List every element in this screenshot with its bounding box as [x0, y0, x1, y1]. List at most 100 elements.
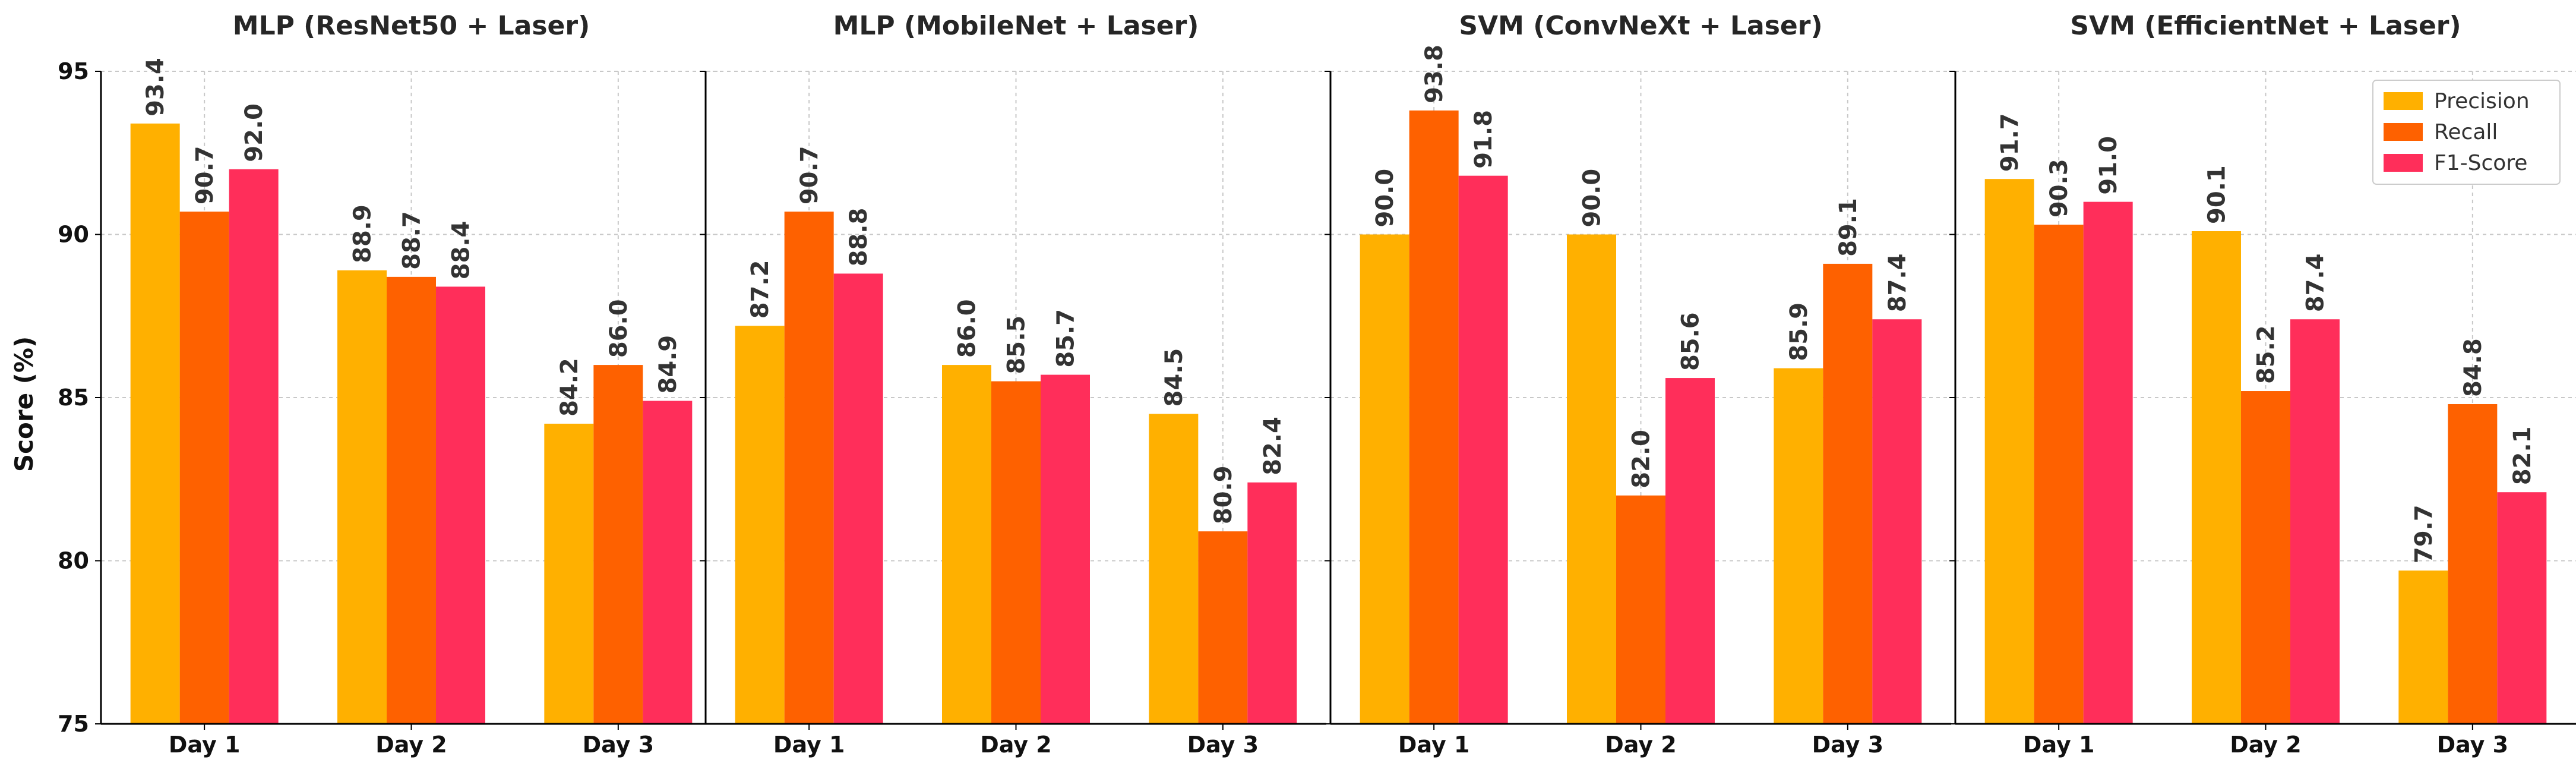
data-label: 90.1: [2204, 165, 2231, 224]
bar-precision: [337, 270, 387, 724]
legend-label-recall: Recall: [2434, 120, 2498, 144]
data-label: 90.7: [191, 146, 219, 204]
panel-2: MLP (MobileNet + Laser) Day 1 87.2 90.7 88.8…: [700, 11, 1326, 758]
data-label: 86.0: [605, 299, 633, 358]
data-label: 85.7: [1052, 309, 1080, 368]
x-tick-label: Day 1: [1398, 732, 1469, 758]
bar-precision: [2192, 231, 2241, 724]
bar-recall: [1198, 531, 1248, 724]
data-label: 82.4: [1259, 417, 1287, 475]
data-label: 87.4: [2302, 254, 2330, 313]
x-tick-label: Day 1: [169, 732, 240, 758]
x-tick-label: Day 3: [583, 732, 654, 758]
data-label: 92.0: [241, 103, 268, 162]
panel-title: MLP (MobileNet + Laser): [833, 11, 1199, 41]
data-label: 88.4: [448, 221, 475, 280]
legend-swatch-f1-score: [2384, 154, 2423, 172]
bar-recall: [784, 212, 834, 724]
bar-recall: [1409, 110, 1459, 724]
data-label: 87.4: [1884, 254, 1911, 313]
bar-recall: [179, 212, 229, 724]
bar-f1-score: [229, 169, 279, 724]
data-label: 91.8: [1470, 110, 1497, 169]
bar-precision: [1984, 179, 2034, 724]
data-label: 91.0: [2095, 136, 2122, 195]
x-tick-label: Day 2: [1605, 732, 1676, 758]
y-tick-label: 75: [58, 711, 89, 737]
bar-f1-score: [2290, 319, 2340, 724]
panel-title: SVM (EfficientNet + Laser): [2070, 11, 2461, 41]
y-tick-label: 85: [58, 385, 89, 411]
data-label: 82.1: [2509, 427, 2536, 486]
data-label: 87.2: [747, 260, 774, 319]
data-label: 88.9: [349, 204, 377, 263]
data-label: 85.5: [1003, 316, 1031, 374]
panel-title: SVM (ConvNeXt + Laser): [1459, 11, 1822, 41]
bar-precision: [130, 123, 180, 724]
y-axis-label: Score (%): [10, 336, 39, 472]
bar-precision: [1774, 368, 1823, 724]
bar-precision: [1149, 414, 1199, 724]
data-label: 84.9: [655, 335, 682, 394]
data-label: 84.5: [1161, 348, 1188, 407]
bar-precision: [544, 423, 594, 724]
bar-recall: [1823, 263, 1873, 724]
bar-precision: [942, 365, 991, 724]
bar-recall: [2034, 225, 2084, 724]
legend-label-f1-score: F1-Score: [2434, 151, 2527, 175]
bar-precision: [735, 326, 785, 724]
data-label: 80.9: [1210, 465, 1237, 524]
x-tick-label: Day 3: [1187, 732, 1259, 758]
panel-4: SVM (EfficientNet + Laser) Day 1 91.7 90.3 9…: [1949, 11, 2576, 758]
bar-f1-score: [436, 286, 485, 724]
data-label: 88.7: [399, 211, 426, 270]
x-tick-label: Day 2: [2230, 732, 2301, 758]
bar-f1-score: [1458, 175, 1508, 724]
bar-recall: [2448, 404, 2498, 724]
panel-title: MLP (ResNet50 + Laser): [233, 11, 590, 41]
x-tick-label: Day 1: [2023, 732, 2094, 758]
bar-recall: [593, 365, 643, 724]
bar-f1-score: [1041, 374, 1090, 724]
data-label: 85.2: [2253, 325, 2280, 384]
y-tick-label: 90: [58, 222, 89, 248]
x-tick-label: Day 3: [2437, 732, 2508, 758]
bar-f1-score: [1665, 378, 1715, 724]
bar-f1-score: [1872, 319, 1922, 724]
legend-swatch-recall: [2384, 123, 2423, 141]
x-tick-label: Day 1: [773, 732, 845, 758]
y-tick-label: 95: [58, 58, 89, 84]
data-label: 90.0: [1579, 169, 1606, 228]
data-label: 82.0: [1628, 430, 1655, 489]
bar-recall: [2241, 391, 2290, 724]
data-label: 90.0: [1371, 169, 1399, 228]
y-tick-label: 80: [58, 548, 89, 574]
data-label: 93.8: [1421, 45, 1448, 103]
legend-swatch-precision: [2384, 92, 2423, 110]
bar-recall: [1616, 495, 1665, 724]
data-label: 86.0: [954, 299, 981, 358]
data-label: 84.2: [556, 358, 583, 417]
data-label: 90.7: [796, 146, 823, 204]
data-label: 85.9: [1785, 303, 1813, 361]
x-tick-label: Day 2: [980, 732, 1051, 758]
data-label: 88.8: [845, 208, 873, 267]
bar-f1-score: [643, 401, 693, 724]
data-label: 89.1: [1835, 198, 1862, 257]
data-label: 79.7: [2410, 505, 2438, 563]
bar-precision: [1567, 234, 1616, 724]
bar-f1-score: [1247, 482, 1297, 724]
bar-f1-score: [2083, 201, 2133, 724]
bar-precision: [1360, 234, 1409, 724]
bar-f1-score: [2497, 492, 2547, 724]
data-label: 84.8: [2460, 338, 2487, 397]
data-label: 93.4: [142, 58, 169, 116]
bar-precision: [2398, 570, 2448, 724]
x-tick-label: Day 3: [1812, 732, 1883, 758]
bar-recall: [387, 276, 436, 724]
bar-f1-score: [833, 273, 883, 724]
panel-1: MLP (ResNet50 + Laser) 75 80 85 90 95 Day 1 93.…: [58, 11, 722, 758]
bar-recall: [991, 381, 1041, 724]
panels: MLP (ResNet50 + Laser) 75 80 85 90 95 Day 1 93.…: [58, 11, 2576, 758]
